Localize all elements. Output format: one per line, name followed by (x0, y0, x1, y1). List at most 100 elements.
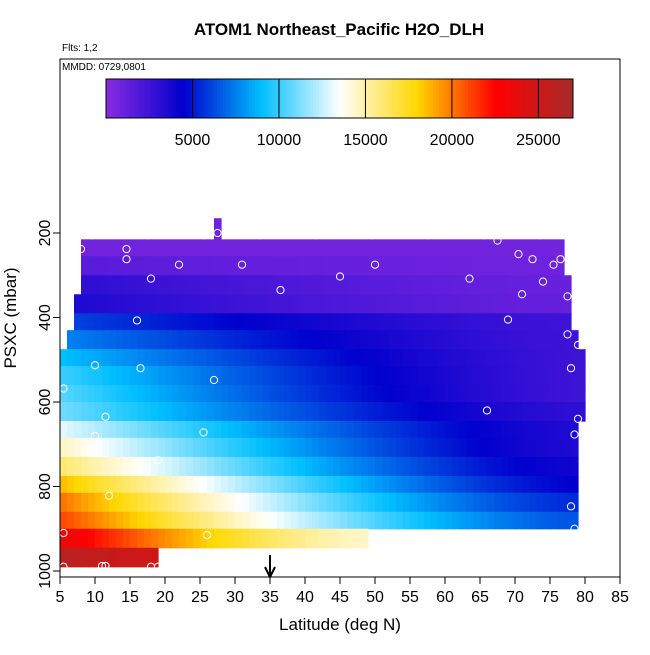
heatmap-cell (214, 402, 222, 422)
heatmap-cell (102, 475, 110, 494)
heatmap-cell (130, 385, 138, 403)
heatmap-cell (256, 366, 264, 386)
heatmap-cell (550, 330, 558, 350)
heatmap-cell (375, 349, 383, 367)
heatmap-cell (263, 275, 271, 295)
heatmap-cell (438, 492, 446, 513)
heatmap-cell (291, 256, 299, 276)
heatmap-cell (242, 349, 250, 367)
colorbar-swatch (342, 79, 346, 118)
colorbar-swatch (570, 79, 574, 118)
heatmap-cell (571, 349, 579, 367)
heatmap-cell (277, 313, 285, 331)
heatmap-cell (165, 385, 173, 403)
x-tick-label: 5 (56, 589, 65, 606)
heatmap-cell (270, 456, 278, 477)
heatmap-cell (487, 421, 495, 439)
heatmap-cell (459, 492, 467, 513)
heatmap-cell (403, 402, 411, 422)
heatmap-cell (137, 402, 145, 422)
heatmap-cell (550, 421, 558, 439)
heatmap-cell (508, 475, 516, 494)
colorbar-swatch (132, 79, 136, 118)
heatmap-cell (298, 313, 306, 331)
heatmap-cell (151, 475, 159, 494)
data-point (76, 244, 86, 254)
heatmap-cell (319, 402, 327, 422)
colorbar-swatch (310, 79, 314, 118)
heatmap-cell (361, 492, 369, 513)
heatmap-cell (109, 275, 117, 295)
heatmap-cell (417, 385, 425, 403)
data-point (493, 236, 502, 245)
heatmap-cell (81, 366, 89, 386)
heatmap-cell (102, 547, 110, 568)
heatmap-cell (333, 366, 341, 386)
heatmap-cell (340, 528, 348, 549)
heatmap-cell (319, 330, 327, 350)
heatmap-cell (249, 456, 257, 477)
heatmap-cell (214, 421, 222, 439)
heatmap-cell (123, 547, 131, 568)
heatmap-cell (172, 528, 180, 549)
heatmap-cell (277, 385, 285, 403)
heatmap-cell (494, 421, 502, 439)
heatmap-cell (137, 239, 145, 257)
heatmap-cell (123, 511, 131, 530)
heatmap-cell (578, 349, 586, 367)
heatmap-cell (116, 528, 124, 549)
heatmap-cell (347, 437, 355, 458)
colorbar-swatch (415, 79, 419, 118)
colorbar-swatch (111, 79, 116, 118)
colorbar-swatch (406, 79, 411, 118)
heatmap-cell (284, 256, 292, 276)
heatmap-cell (501, 492, 509, 513)
heatmap-cell (312, 239, 320, 257)
heatmap-cell (116, 256, 124, 276)
heatmap-cell (368, 456, 376, 477)
heatmap-cell (396, 349, 404, 367)
colorbar-swatch (397, 79, 402, 118)
heatmap-cell (466, 385, 474, 403)
heatmap-cell (424, 402, 432, 422)
colorbar-swatch (167, 79, 171, 118)
marker-arrow-head (264, 566, 276, 580)
heatmap-cell (74, 456, 82, 477)
heatmap-cell (480, 349, 488, 367)
heatmap-cell (249, 475, 257, 494)
heatmap-cell (438, 294, 446, 314)
heatmap-cell (312, 313, 320, 331)
heatmap-cell (158, 437, 166, 458)
heatmap-cell (284, 475, 292, 494)
heatmap-cell (81, 385, 89, 403)
heatmap-cell (424, 437, 432, 458)
heatmap-cell (571, 492, 579, 513)
heatmap-cell (81, 492, 89, 513)
heatmap-cell (144, 330, 152, 350)
heatmap-cell (473, 256, 481, 276)
heatmap-cell (382, 402, 390, 422)
heatmap-cell (508, 437, 516, 458)
heatmap-cell (515, 313, 523, 331)
heatmap-cell (424, 275, 432, 295)
heatmap-cell (410, 511, 418, 530)
flights-note: Flts: 1,2 (62, 43, 98, 54)
heatmap-cell (466, 313, 474, 331)
heatmap-cell (389, 349, 397, 367)
x-tick-label: 60 (436, 589, 454, 606)
heatmap-cell (172, 366, 180, 386)
heatmap-cell (179, 475, 187, 494)
heatmap-cell (340, 349, 348, 367)
heatmap-cell (459, 366, 467, 386)
heatmap-cell (67, 528, 75, 549)
heatmap-cell (123, 366, 131, 386)
heatmap-cell (340, 275, 348, 295)
data-point (199, 428, 208, 437)
heatmap-cell (515, 511, 523, 530)
heatmap-cell (284, 385, 292, 403)
heatmap-cell (543, 349, 551, 367)
heatmap-cell (333, 349, 341, 367)
heatmap-cell (256, 275, 264, 295)
heatmap-cell (480, 275, 488, 295)
heatmap-cell (438, 402, 446, 422)
